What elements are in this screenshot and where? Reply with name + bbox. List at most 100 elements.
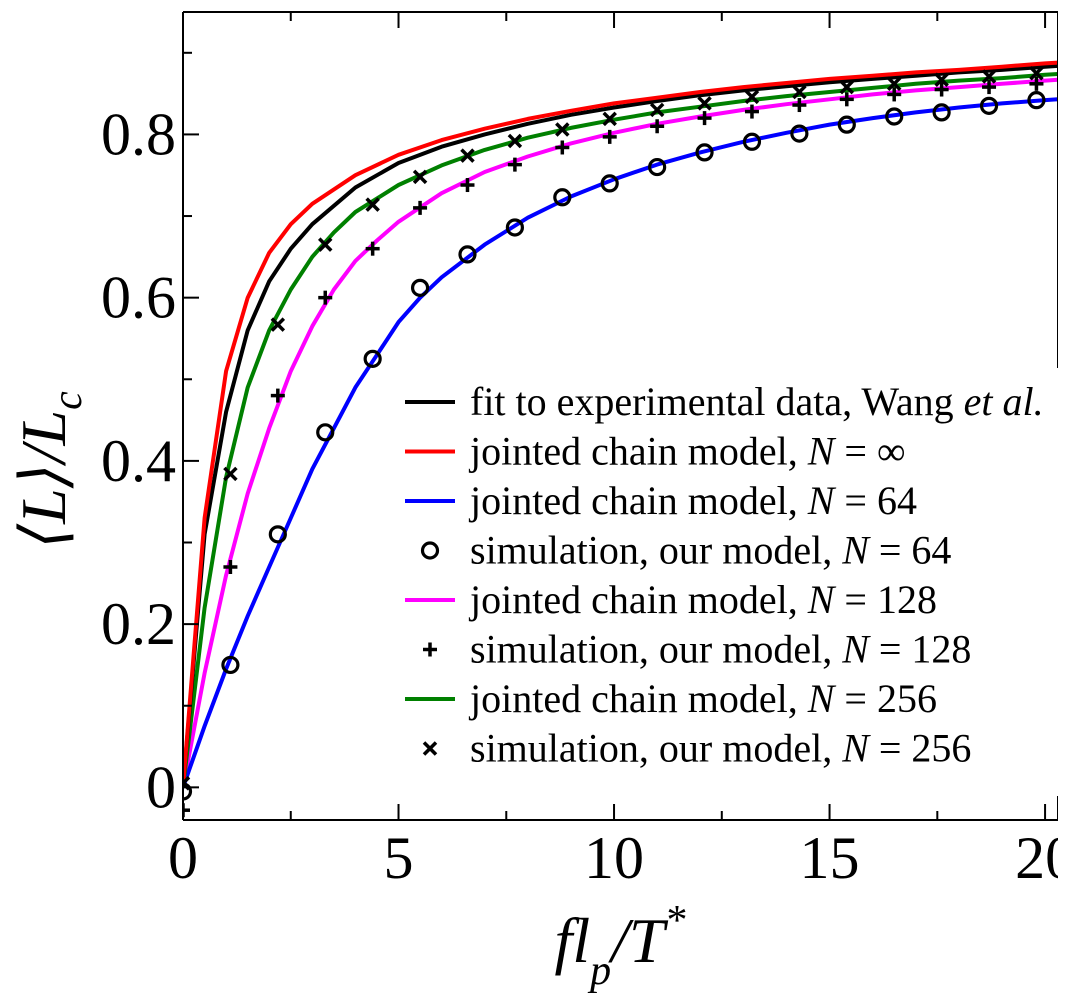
data-point bbox=[183, 803, 190, 818]
x-axis-title-sup: * bbox=[664, 898, 685, 944]
y-tick-label: 0.6 bbox=[101, 265, 176, 331]
data-point bbox=[602, 129, 617, 144]
series-line-0 bbox=[183, 63, 1058, 788]
data-point bbox=[505, 218, 524, 237]
x-axis-title-main: fl bbox=[555, 905, 591, 976]
x-axis-title: flp/T* bbox=[555, 898, 686, 994]
legend-label: jointed chain model, N = 64 bbox=[468, 478, 917, 523]
legend-label: jointed chain model, N = 256 bbox=[468, 676, 937, 721]
legend-label-suffix: = 256 bbox=[869, 726, 972, 771]
x-axis-title-mid: /T bbox=[608, 905, 669, 976]
data-point bbox=[458, 245, 477, 264]
data-point bbox=[1027, 91, 1046, 110]
data-point bbox=[183, 782, 193, 801]
data-point bbox=[649, 102, 665, 118]
legend-label-text: jointed chain model, bbox=[468, 577, 808, 622]
series-line-4 bbox=[183, 77, 1058, 788]
series-markers-5 bbox=[183, 76, 1044, 818]
data-point bbox=[365, 197, 380, 212]
legend-label-text: fit to experimental data, Wang bbox=[470, 379, 964, 424]
data-point bbox=[790, 124, 809, 143]
data-point bbox=[792, 84, 807, 100]
legend-label-suffix: = 64 bbox=[869, 528, 952, 573]
data-point bbox=[934, 72, 949, 87]
data-point bbox=[318, 290, 333, 305]
data-point bbox=[363, 349, 382, 368]
data-point bbox=[553, 188, 572, 207]
legend-label-suffix: = 128 bbox=[834, 577, 937, 622]
data-point bbox=[982, 80, 997, 95]
data-point bbox=[887, 87, 902, 102]
legend-entry-6: jointed chain model, N = 256 bbox=[405, 676, 937, 721]
data-point bbox=[650, 119, 665, 134]
y-tick-label: 0 bbox=[146, 754, 176, 820]
data-point bbox=[555, 122, 570, 137]
data-point bbox=[1029, 65, 1044, 81]
legend-label-suffix: = ∞ bbox=[834, 429, 905, 474]
data-point bbox=[318, 237, 333, 252]
data-point bbox=[885, 107, 904, 126]
legend: fit to experimental data, Wang et al. joi… bbox=[395, 368, 1060, 796]
legend-label-text: jointed chain model, bbox=[468, 429, 808, 474]
legend-entry-0: fit to experimental data, Wang et al. bbox=[405, 379, 1044, 424]
x-tick-label: 0 bbox=[168, 825, 198, 891]
data-point bbox=[270, 388, 285, 403]
y-tick-label: 0.4 bbox=[101, 428, 176, 494]
data-point bbox=[744, 104, 759, 119]
legend-entry-4: jointed chain model, N = 128 bbox=[405, 577, 937, 622]
legend-label-suffix: = 64 bbox=[834, 478, 917, 523]
x-tick-label: 15 bbox=[800, 825, 860, 891]
x-tick-label: 20 bbox=[1015, 825, 1065, 891]
data-point bbox=[932, 103, 951, 122]
data-point bbox=[1029, 76, 1044, 91]
data-point bbox=[744, 89, 760, 105]
legend-label-italic: N bbox=[807, 676, 837, 721]
legend-swatch bbox=[420, 541, 440, 560]
series-line-6 bbox=[183, 72, 1058, 788]
series-markers-7 bbox=[183, 65, 1044, 791]
data-point bbox=[221, 655, 240, 675]
y-axis-title-main: ⟨L⟩/L bbox=[8, 410, 79, 549]
data-point bbox=[697, 111, 712, 126]
legend-label: simulation, our model, N = 256 bbox=[470, 726, 971, 771]
data-point bbox=[460, 178, 475, 193]
y-tick-label: 0.2 bbox=[101, 591, 176, 657]
data-point bbox=[223, 559, 238, 574]
ticks-layer: 0 5 10 15 20 0 0.2 0.4 0.6 0.8 bbox=[101, 12, 1065, 891]
series-markers-3 bbox=[183, 91, 1046, 801]
legend-entry-2: jointed chain model, N = 64 bbox=[405, 478, 917, 523]
data-point bbox=[316, 423, 335, 442]
data-point bbox=[979, 96, 999, 115]
data-point bbox=[460, 148, 475, 163]
legend-label-text: simulation, our model, bbox=[470, 726, 842, 771]
legend-label-italic: N bbox=[807, 429, 837, 474]
legend-label-italic: N bbox=[807, 478, 837, 523]
x-tick-label: 10 bbox=[584, 825, 644, 891]
x-axis-title-sub: p bbox=[587, 948, 611, 994]
legend-swatch bbox=[422, 741, 438, 756]
data-point bbox=[934, 82, 949, 97]
data-point bbox=[365, 241, 380, 256]
legend-entry-3: simulation, our model, N = 64 bbox=[420, 528, 952, 573]
x-tick-label: 5 bbox=[384, 825, 414, 891]
data-point bbox=[792, 98, 807, 113]
legend-label-italic: N bbox=[807, 577, 837, 622]
data-point bbox=[981, 69, 997, 84]
data-point bbox=[223, 466, 238, 482]
legend-entry-1: jointed chain model, N = ∞ bbox=[405, 429, 905, 474]
legend-label-suffix: = 128 bbox=[869, 627, 972, 672]
data-point bbox=[742, 132, 762, 151]
legend-swatch bbox=[423, 642, 437, 657]
data-point bbox=[412, 169, 428, 185]
legend-label-italic: et al. bbox=[964, 379, 1044, 424]
legend-entry-5: simulation, our model, N = 128 bbox=[423, 627, 971, 672]
legend-label-text: jointed chain model, bbox=[468, 478, 808, 523]
y-axis-title-sub: c bbox=[45, 391, 91, 410]
data-point bbox=[507, 133, 523, 149]
data-point bbox=[413, 200, 428, 215]
legend-label-italic: N bbox=[841, 627, 871, 672]
data-point bbox=[600, 174, 619, 193]
data-point bbox=[270, 317, 286, 332]
series-line-1 bbox=[183, 60, 1058, 788]
